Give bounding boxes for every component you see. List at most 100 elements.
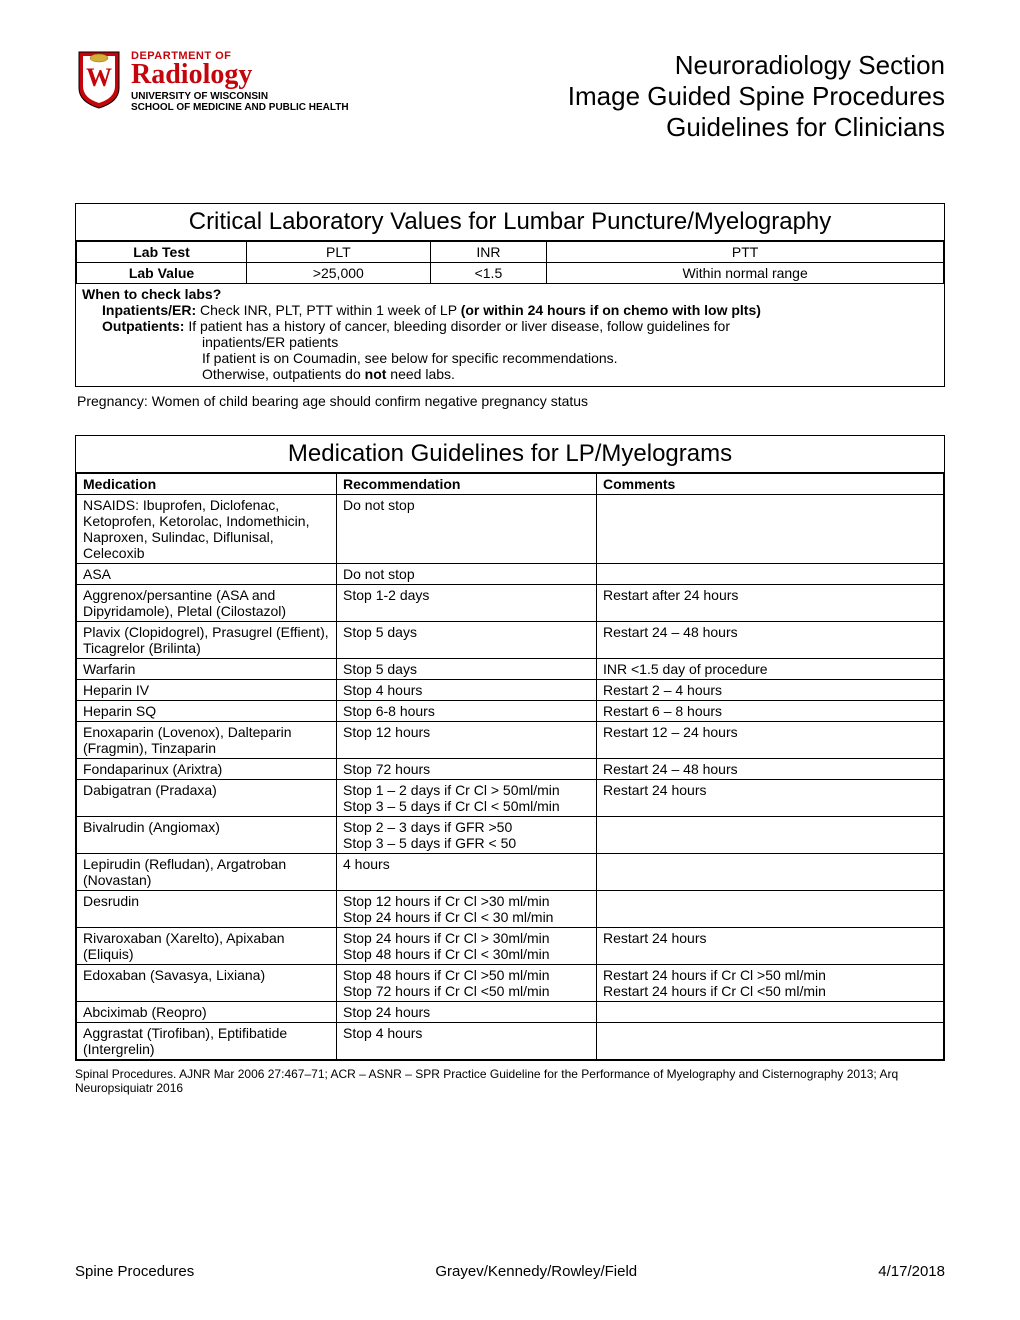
table-row: Heparin SQStop 6-8 hoursRestart 6 – 8 ho… (77, 701, 944, 722)
table-row: Abciximab (Reopro)Stop 24 hours (77, 1002, 944, 1023)
med-cell: Warfarin (77, 659, 337, 680)
school-label: SCHOOL OF MEDICINE AND PUBLIC HEALTH (131, 102, 349, 113)
title-line-2: Image Guided Spine Procedures (568, 81, 945, 112)
rec-cell: Stop 4 hours (337, 1023, 597, 1060)
med-cell: Lepirudin (Refludan), Argatroban (Novast… (77, 854, 337, 891)
table-row: DesrudinStop 12 hours if Cr Cl >30 ml/mi… (77, 891, 944, 928)
table-row: Fondaparinux (Arixtra)Stop 72 hoursResta… (77, 759, 944, 780)
lab-values-section: Critical Laboratory Values for Lumbar Pu… (75, 203, 945, 387)
inr-value: <1.5 (430, 263, 547, 284)
title-block: Neuroradiology Section Image Guided Spin… (568, 50, 945, 143)
com-cell: Restart 24 hours (597, 928, 944, 965)
med-cell: Aggrastat (Tirofiban), Eptifibatide (Int… (77, 1023, 337, 1060)
table-row: Heparin IVStop 4 hoursRestart 2 – 4 hour… (77, 680, 944, 701)
med-cell: Abciximab (Reopro) (77, 1002, 337, 1023)
not-bold: not (365, 366, 387, 382)
table-row: ASADo not stop (77, 564, 944, 585)
com-cell (597, 495, 944, 564)
med-cell: Heparin IV (77, 680, 337, 701)
com-cell: Restart 24 hours (597, 780, 944, 817)
col-medication: Medication (77, 474, 337, 495)
table-row: Aggrenox/persantine (ASA and Dipyridamol… (77, 585, 944, 622)
rec-cell: 4 hours (337, 854, 597, 891)
rec-cell: Stop 1-2 days (337, 585, 597, 622)
table-row: Lab Test PLT INR PTT (77, 242, 944, 263)
com-cell (597, 1002, 944, 1023)
com-cell (597, 1023, 944, 1060)
when-to-check-block: When to check labs? Inpatients/ER: Check… (76, 284, 944, 386)
com-cell (597, 817, 944, 854)
page-header: W DEPARTMENT OF Radiology UNIVERSITY OF … (75, 50, 945, 143)
table-row: Lab Value >25,000 <1.5 Within normal ran… (77, 263, 944, 284)
svg-text:W: W (86, 63, 112, 92)
inpatients-bold: (or within 24 hours if on chemo with low… (461, 302, 761, 318)
inpatients-label: Inpatients/ER: (102, 302, 196, 318)
table-row: NSAIDS: Ibuprofen, Diclofenac, Ketoprofe… (77, 495, 944, 564)
com-cell: INR <1.5 day of procedure (597, 659, 944, 680)
med-cell: Bivalrudin (Angiomax) (77, 817, 337, 854)
ptt-header: PTT (547, 242, 944, 263)
med-cell: ASA (77, 564, 337, 585)
rec-cell: Stop 2 – 3 days if GFR >50 Stop 3 – 5 da… (337, 817, 597, 854)
med-cell: Rivaroxaban (Xarelto), Apixaban (Eliquis… (77, 928, 337, 965)
med-cell: Desrudin (77, 891, 337, 928)
rec-cell: Stop 6-8 hours (337, 701, 597, 722)
rec-cell: Stop 12 hours if Cr Cl >30 ml/min Stop 2… (337, 891, 597, 928)
med-section-title: Medication Guidelines for LP/Myelograms (76, 436, 944, 473)
logo-text: DEPARTMENT OF Radiology UNIVERSITY OF WI… (131, 50, 349, 113)
plt-value: >25,000 (247, 263, 431, 284)
rec-cell: Stop 48 hours if Cr Cl >50 ml/min Stop 7… (337, 965, 597, 1002)
com-cell: Restart 24 hours if Cr Cl >50 ml/min Res… (597, 965, 944, 1002)
rec-cell: Stop 12 hours (337, 722, 597, 759)
rec-cell: Do not stop (337, 564, 597, 585)
lab-test-label: Lab Test (77, 242, 247, 263)
lab-value-label: Lab Value (77, 263, 247, 284)
uw-crest-icon: W (75, 50, 123, 110)
outpatients-text: If patient has a history of cancer, blee… (184, 318, 730, 334)
university-label: UNIVERSITY OF WISCONSIN (131, 91, 349, 102)
table-row: Edoxaban (Savasya, Lixiana)Stop 48 hours… (77, 965, 944, 1002)
col-recommendation: Recommendation (337, 474, 597, 495)
page-footer: Spine Procedures Grayev/Kennedy/Rowley/F… (75, 1263, 945, 1280)
ptt-value: Within normal range (547, 263, 944, 284)
rec-cell: Stop 4 hours (337, 680, 597, 701)
table-row: Aggrastat (Tirofiban), Eptifibatide (Int… (77, 1023, 944, 1060)
med-cell: Enoxaparin (Lovenox), Dalteparin (Fragmi… (77, 722, 337, 759)
outpatients-text2: inpatients/ER patients (202, 334, 338, 350)
med-cell: Dabigatran (Pradaxa) (77, 780, 337, 817)
lab-values-table: Lab Test PLT INR PTT Lab Value >25,000 <… (76, 241, 944, 284)
rec-cell: Stop 72 hours (337, 759, 597, 780)
com-cell (597, 891, 944, 928)
com-cell: Restart after 24 hours (597, 585, 944, 622)
col-comments: Comments (597, 474, 944, 495)
table-row: Plavix (Clopidogrel), Prasugrel (Effient… (77, 622, 944, 659)
table-header-row: Medication Recommendation Comments (77, 474, 944, 495)
com-cell: Restart 24 – 48 hours (597, 759, 944, 780)
table-row: Bivalrudin (Angiomax)Stop 2 – 3 days if … (77, 817, 944, 854)
rec-cell: Stop 1 – 2 days if Cr Cl > 50ml/min Stop… (337, 780, 597, 817)
logo-block: W DEPARTMENT OF Radiology UNIVERSITY OF … (75, 50, 349, 113)
table-row: Dabigatran (Pradaxa)Stop 1 – 2 days if C… (77, 780, 944, 817)
pregnancy-note: Pregnancy: Women of child bearing age sh… (75, 393, 945, 409)
outpatients-label: Outpatients: (102, 318, 184, 334)
inpatients-text: Check INR, PLT, PTT within 1 week of LP (196, 302, 461, 318)
com-cell: Restart 12 – 24 hours (597, 722, 944, 759)
rec-cell: Do not stop (337, 495, 597, 564)
title-line-3: Guidelines for Clinicians (568, 112, 945, 143)
table-row: WarfarinStop 5 daysINR <1.5 day of proce… (77, 659, 944, 680)
footer-left: Spine Procedures (75, 1263, 194, 1280)
med-cell: NSAIDS: Ibuprofen, Diclofenac, Ketoprofe… (77, 495, 337, 564)
med-cell: Heparin SQ (77, 701, 337, 722)
med-cell: Aggrenox/persantine (ASA and Dipyridamol… (77, 585, 337, 622)
com-cell: Restart 2 – 4 hours (597, 680, 944, 701)
inr-header: INR (430, 242, 547, 263)
lab-section-title: Critical Laboratory Values for Lumbar Pu… (76, 204, 944, 241)
footer-center: Grayev/Kennedy/Rowley/Field (435, 1263, 637, 1280)
rec-cell: Stop 24 hours if Cr Cl > 30ml/min Stop 4… (337, 928, 597, 965)
otherwise-text: Otherwise, outpatients do (202, 366, 365, 382)
medication-section: Medication Guidelines for LP/Myelograms … (75, 435, 945, 1061)
rec-cell: Stop 5 days (337, 659, 597, 680)
table-row: Lepirudin (Refludan), Argatroban (Novast… (77, 854, 944, 891)
med-cell: Fondaparinux (Arixtra) (77, 759, 337, 780)
com-cell: Restart 24 – 48 hours (597, 622, 944, 659)
